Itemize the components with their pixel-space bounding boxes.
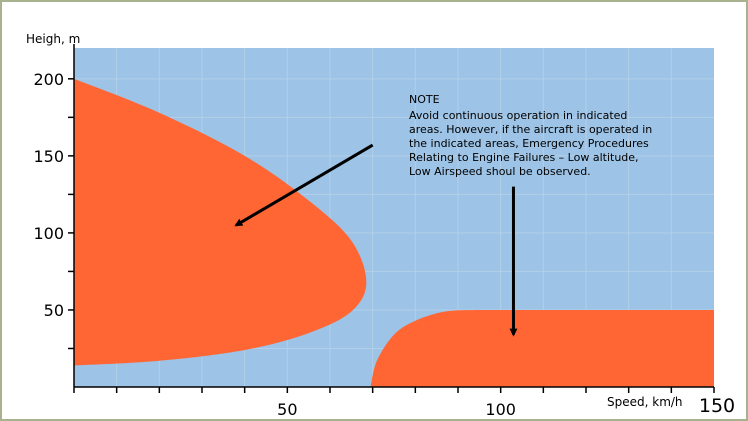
- note-line-1: Avoid continuous operation in indicated: [409, 109, 627, 122]
- axes: [68, 44, 715, 393]
- low-airspeed-area: [74, 78, 367, 366]
- x-axis-label: Speed, km/h: [607, 395, 683, 409]
- low-altitude-area: [370, 310, 714, 387]
- y-tick-label: 100: [33, 224, 64, 243]
- note-arrows: [234, 143, 518, 337]
- x-tick-label: 100: [485, 400, 516, 419]
- tick-labels: 50 100 150 50 100 150 200: [33, 70, 735, 419]
- x-tick-label: 150: [699, 395, 735, 417]
- note-title: NOTE: [409, 93, 440, 106]
- y-tick-label: 50: [44, 301, 64, 320]
- note-arrow-1: [234, 143, 374, 227]
- y-tick-label: 200: [33, 70, 64, 89]
- avoid-areas: [74, 78, 714, 387]
- y-tick-label: 150: [33, 147, 64, 166]
- x-tick-label: 50: [277, 400, 297, 419]
- note-line-4: Relating to Engine Failures – Low altitu…: [409, 151, 639, 164]
- note-line-2: areas. However, if the aircraft is opera…: [409, 123, 652, 136]
- y-axis-label: Heigh, m: [26, 32, 80, 46]
- note-line-3: the indicated areas, Emergency Procedure…: [409, 137, 649, 150]
- note-line-5: Low Airspeed shoul be observed.: [409, 165, 591, 178]
